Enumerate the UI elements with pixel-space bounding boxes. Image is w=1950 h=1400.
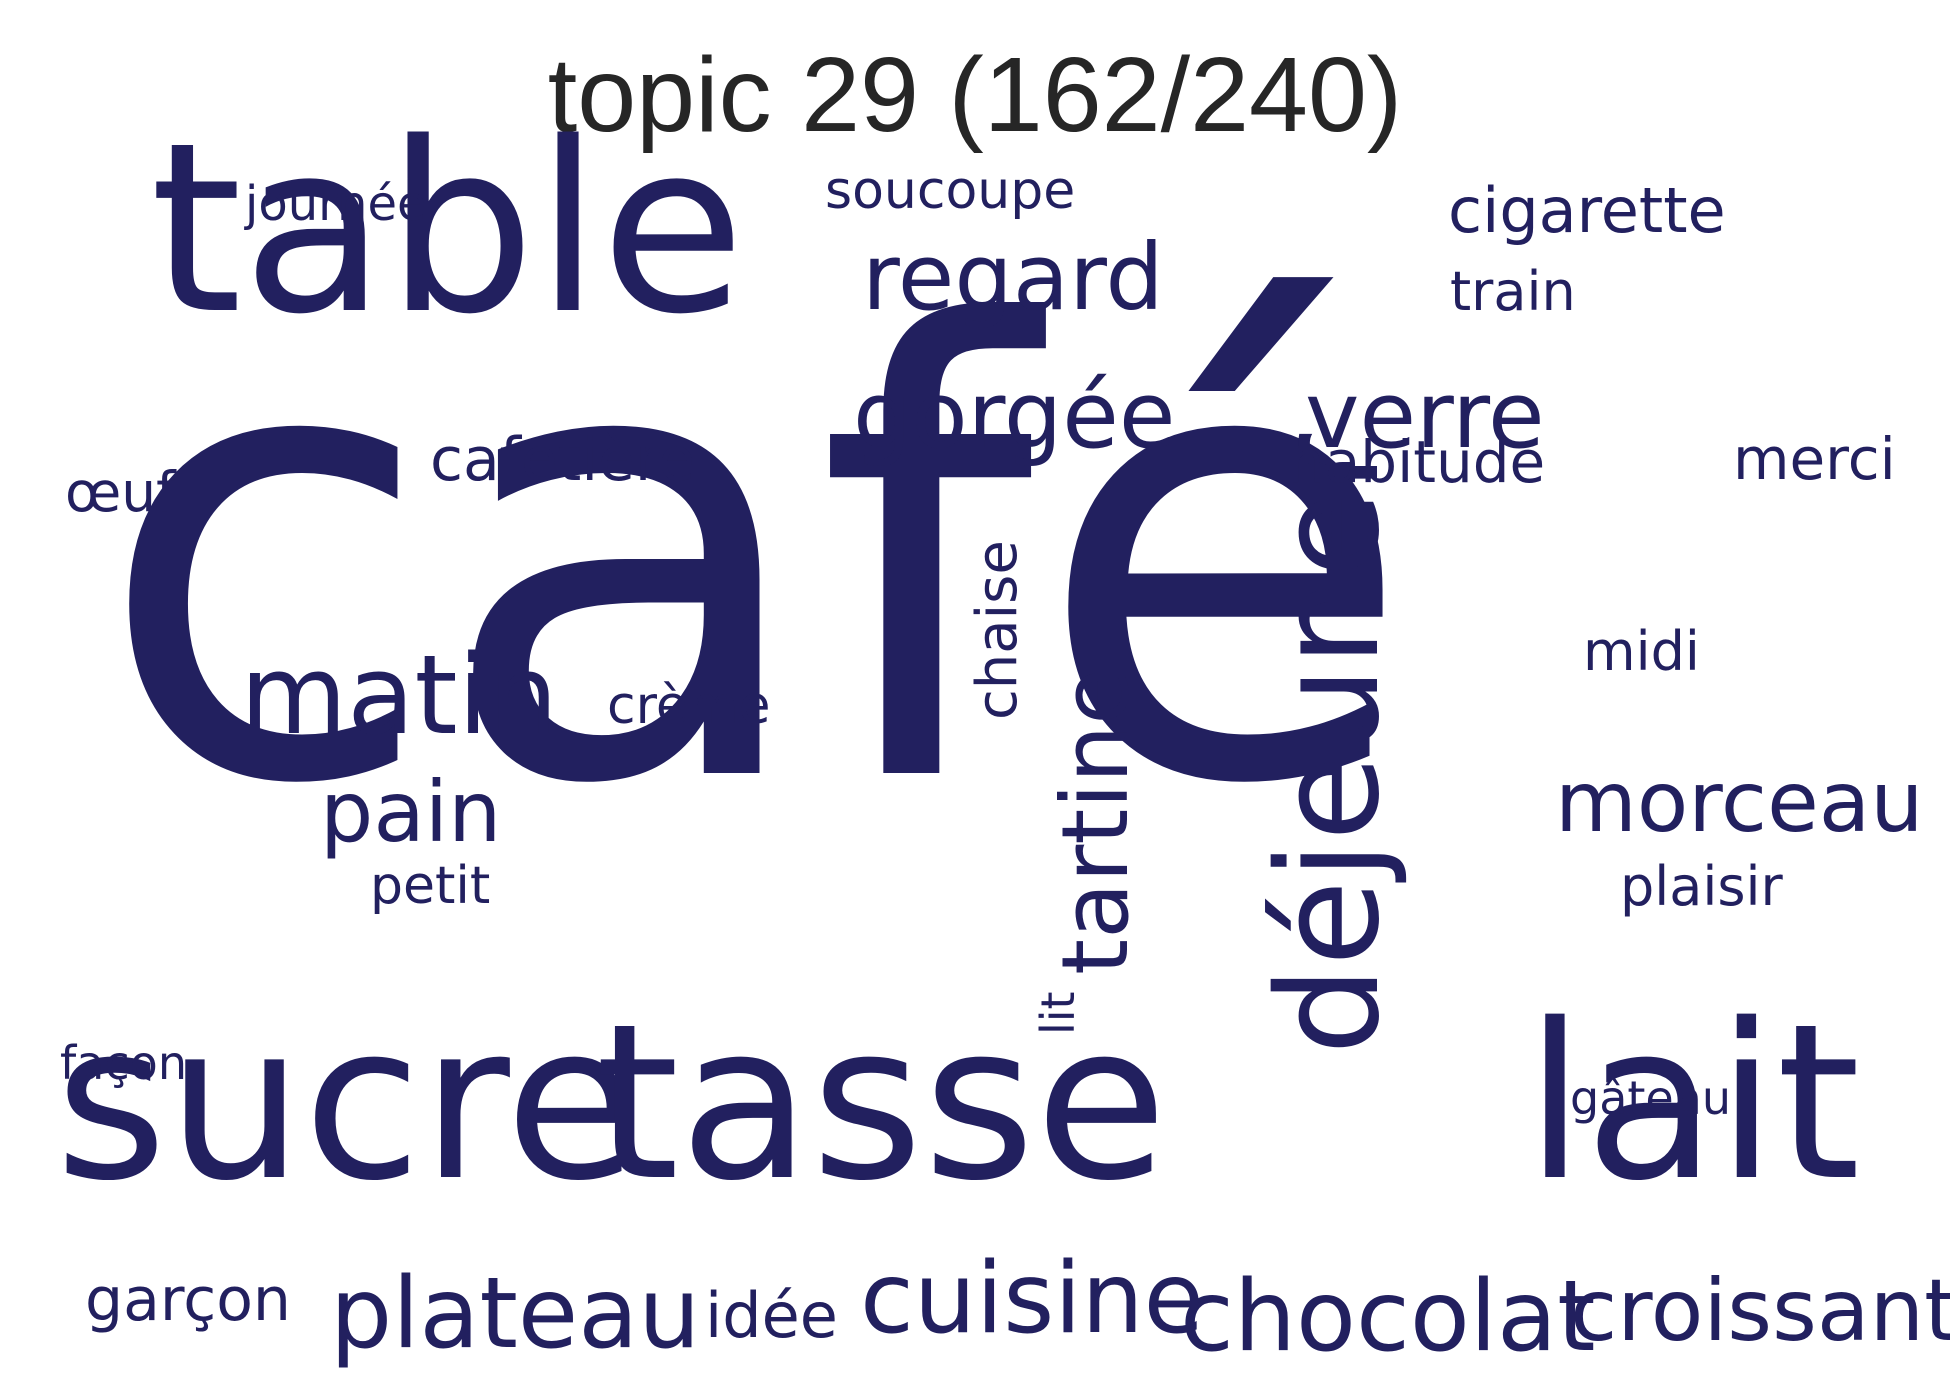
word-lait: lait <box>1525 977 1861 1228</box>
word-matin: matin <box>240 631 558 759</box>
word-pain: pain <box>320 763 502 861</box>
word-merci: merci <box>1733 425 1896 493</box>
word-petit: petit <box>370 856 491 916</box>
word-garcon: garçon <box>85 1265 291 1335</box>
word-tartine: tartine <box>1042 668 1149 975</box>
word-journee: journée <box>245 176 427 232</box>
word-croissant: croissant <box>1570 1261 1950 1361</box>
word-tasse: tasse <box>595 977 1168 1228</box>
word-plaisir: plaisir <box>1620 855 1783 918</box>
word-habitude: habitude <box>1288 428 1546 496</box>
word-sucre: sucre <box>55 977 638 1228</box>
word-cuisine: cuisine <box>860 1242 1204 1356</box>
word-dejeuner: déjeuner <box>1248 433 1411 1055</box>
word-train: train <box>1450 260 1576 323</box>
word-midi: midi <box>1583 620 1700 683</box>
word-facon: façon <box>60 1036 187 1090</box>
word-chocolat: chocolat <box>1180 1260 1596 1374</box>
word-cafetiere: cafetière <box>430 425 696 495</box>
word-chaise: chaise <box>965 540 1030 720</box>
word-oeuf: œuf <box>65 460 176 524</box>
word-cigarette: cigarette <box>1448 174 1726 247</box>
word-soucoupe: soucoupe <box>825 161 1076 221</box>
word-idee: idée <box>705 1279 838 1352</box>
word-cafe: café <box>95 199 1416 920</box>
word-plateau: plateau <box>330 1257 701 1371</box>
word-gorgee: gorgée <box>853 362 1176 469</box>
cloud-title: topic 29 (162/240) <box>547 36 1403 154</box>
word-verre: verre <box>1305 362 1545 469</box>
word-creme: crème <box>607 676 771 736</box>
word-morceau: morceau <box>1555 753 1924 851</box>
word-lit: lit <box>1031 991 1085 1035</box>
word-regard: regard <box>862 224 1164 331</box>
word-table: table <box>150 93 746 366</box>
word-gateau: gâteau <box>1570 1071 1732 1125</box>
